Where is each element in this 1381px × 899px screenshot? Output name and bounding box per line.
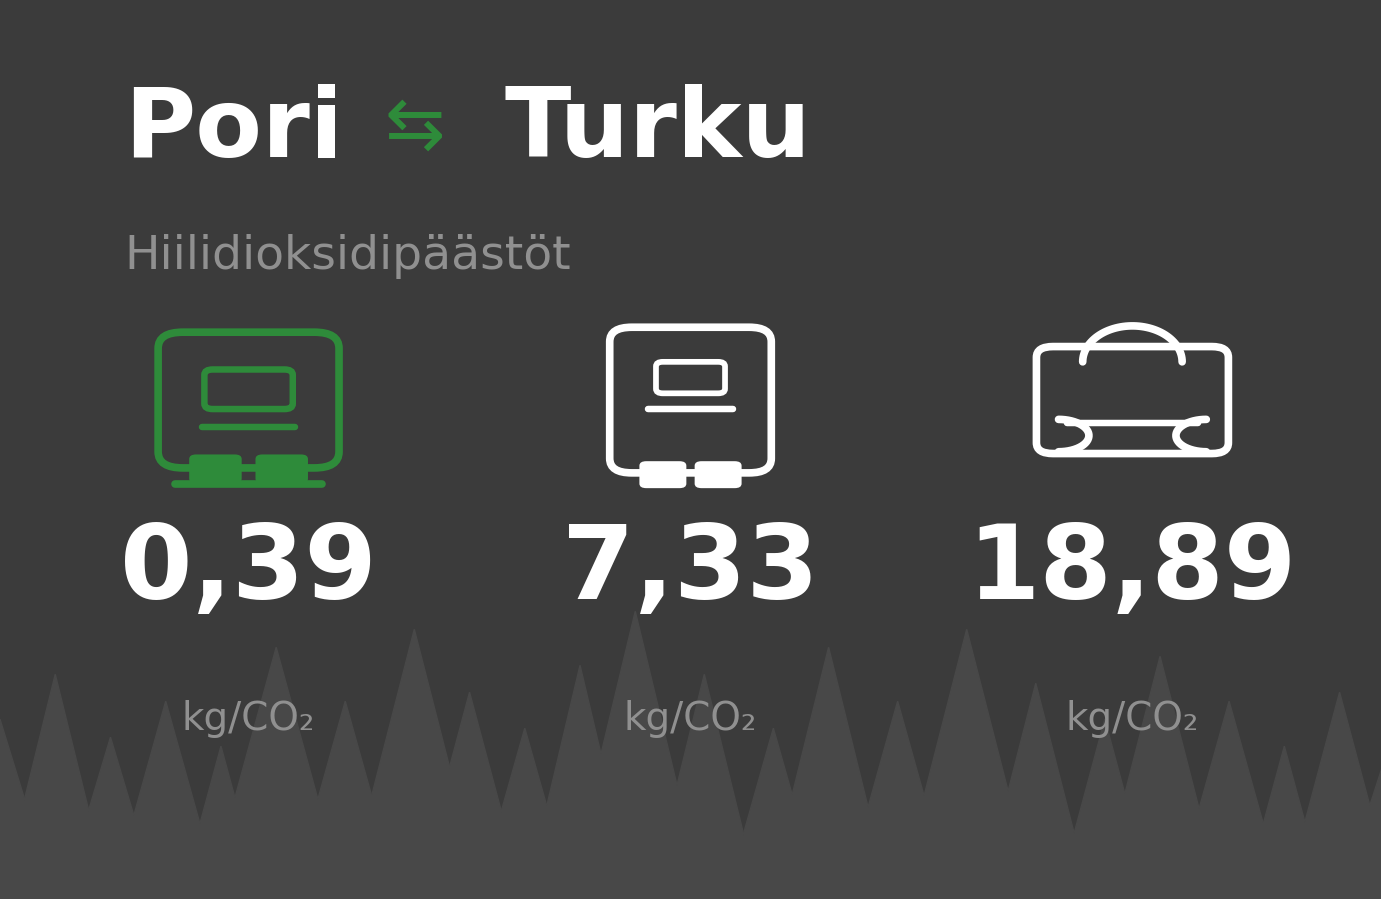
Text: Hiilidioksidipäästöt: Hiilidioksidipäästöt (124, 234, 570, 279)
Text: Pori: Pori (124, 84, 344, 177)
Text: 0,39: 0,39 (120, 521, 377, 621)
Text: kg/CO₂: kg/CO₂ (624, 700, 757, 738)
Text: kg/CO₂: kg/CO₂ (182, 700, 315, 738)
FancyBboxPatch shape (189, 454, 242, 484)
Text: 7,33: 7,33 (562, 521, 819, 621)
Polygon shape (62, 737, 159, 899)
Text: kg/CO₂: kg/CO₂ (1066, 700, 1199, 738)
Text: ⇆: ⇆ (384, 94, 445, 163)
Polygon shape (525, 665, 635, 899)
FancyBboxPatch shape (255, 454, 308, 484)
Polygon shape (0, 719, 55, 899)
Polygon shape (1340, 728, 1381, 899)
Polygon shape (345, 629, 483, 899)
Polygon shape (1174, 701, 1284, 899)
Polygon shape (1284, 692, 1381, 899)
FancyBboxPatch shape (695, 461, 742, 488)
Polygon shape (0, 674, 110, 899)
Polygon shape (566, 611, 704, 899)
Polygon shape (766, 647, 891, 899)
Text: Turku: Turku (504, 84, 811, 177)
Polygon shape (476, 728, 573, 899)
Polygon shape (725, 728, 822, 899)
Polygon shape (290, 701, 400, 899)
Polygon shape (981, 683, 1091, 899)
Polygon shape (1098, 656, 1222, 899)
Polygon shape (898, 629, 1036, 899)
Text: 18,89: 18,89 (968, 521, 1297, 621)
Polygon shape (649, 674, 760, 899)
Polygon shape (180, 746, 262, 899)
Polygon shape (414, 692, 525, 899)
Polygon shape (207, 647, 345, 899)
FancyBboxPatch shape (639, 461, 686, 488)
Polygon shape (842, 701, 953, 899)
Polygon shape (1056, 719, 1153, 899)
Polygon shape (110, 701, 221, 899)
Polygon shape (1243, 746, 1326, 899)
